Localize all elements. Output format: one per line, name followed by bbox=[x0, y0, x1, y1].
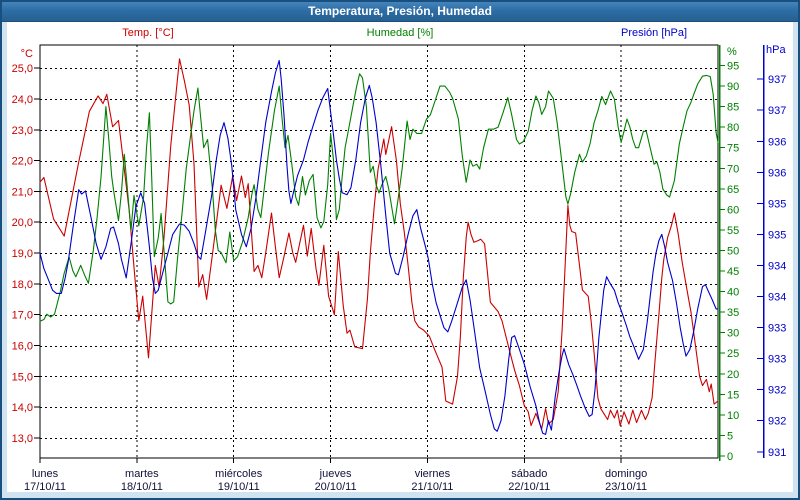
title-bar: Temperatura, Presión, Humedad bbox=[2, 2, 798, 22]
svg-text:15: 15 bbox=[727, 389, 739, 401]
svg-text:24,0: 24,0 bbox=[12, 94, 33, 106]
legend-pressure: Presión [hPa] bbox=[620, 27, 688, 39]
humidity-axis-unit: % bbox=[727, 46, 737, 58]
svg-text:937: 937 bbox=[768, 105, 786, 117]
gridlines bbox=[40, 45, 718, 458]
svg-text:22/10/11: 22/10/11 bbox=[508, 481, 550, 493]
svg-text:domingo: domingo bbox=[605, 468, 647, 480]
svg-text:17,0: 17,0 bbox=[12, 310, 33, 322]
svg-text:18/10/11: 18/10/11 bbox=[121, 481, 163, 493]
svg-text:933: 933 bbox=[768, 354, 786, 366]
temperature-axis-unit: °C bbox=[21, 48, 33, 60]
svg-text:21,0: 21,0 bbox=[12, 186, 33, 198]
svg-text:25,0: 25,0 bbox=[12, 63, 33, 75]
svg-text:19,0: 19,0 bbox=[12, 248, 33, 260]
svg-text:21/10/11: 21/10/11 bbox=[411, 481, 453, 493]
svg-text:937: 937 bbox=[768, 74, 786, 86]
svg-text:18,0: 18,0 bbox=[12, 279, 33, 291]
pressure-series-line bbox=[39, 59, 719, 435]
temperature-axis: 25,0 24,0 23,0 22,0 21,0 20,0 19,0 18,0 17,0 16,0… bbox=[12, 48, 40, 445]
svg-text:932: 932 bbox=[768, 416, 786, 428]
svg-text:933: 933 bbox=[768, 323, 786, 335]
svg-text:95: 95 bbox=[727, 61, 739, 73]
svg-text:85: 85 bbox=[727, 102, 739, 114]
svg-text:20/10/11: 20/10/11 bbox=[315, 481, 357, 493]
svg-text:martes: martes bbox=[125, 468, 159, 480]
svg-text:20: 20 bbox=[727, 369, 739, 381]
svg-text:jueves: jueves bbox=[319, 468, 352, 480]
pressure-axis: 937 937 936 936 935 935 934 934 933 933 932 932 931 h… bbox=[757, 44, 786, 459]
legend-temperature: Temp. [°C] bbox=[122, 27, 174, 39]
svg-text:35: 35 bbox=[727, 307, 739, 319]
svg-text:22,0: 22,0 bbox=[12, 156, 33, 168]
svg-text:70: 70 bbox=[727, 163, 739, 175]
svg-text:30: 30 bbox=[727, 328, 739, 340]
svg-text:50: 50 bbox=[727, 245, 739, 257]
svg-text:40: 40 bbox=[727, 287, 739, 299]
svg-text:931: 931 bbox=[768, 447, 786, 459]
svg-text:17/10/11: 17/10/11 bbox=[24, 481, 66, 493]
svg-text:5: 5 bbox=[727, 430, 733, 442]
svg-text:lunes: lunes bbox=[32, 468, 59, 480]
svg-text:60: 60 bbox=[727, 204, 739, 216]
svg-text:75: 75 bbox=[727, 143, 739, 155]
svg-text:936: 936 bbox=[768, 167, 786, 179]
svg-text:13,0: 13,0 bbox=[12, 433, 33, 445]
svg-text:936: 936 bbox=[768, 136, 786, 148]
svg-text:45: 45 bbox=[727, 266, 739, 278]
svg-text:0: 0 bbox=[727, 451, 733, 463]
svg-text:10: 10 bbox=[727, 410, 739, 422]
svg-text:viernes: viernes bbox=[415, 468, 451, 480]
svg-text:miércoles: miércoles bbox=[215, 468, 263, 480]
svg-text:932: 932 bbox=[768, 385, 786, 397]
legend-humidity: Humedad [%] bbox=[366, 27, 434, 39]
svg-text:935: 935 bbox=[768, 229, 786, 241]
svg-text:15,0: 15,0 bbox=[12, 371, 33, 383]
svg-text:19/10/11: 19/10/11 bbox=[218, 481, 260, 493]
window-title: Temperatura, Presión, Humedad bbox=[308, 4, 492, 18]
svg-text:sábado: sábado bbox=[511, 468, 547, 480]
svg-text:16,0: 16,0 bbox=[12, 341, 33, 353]
svg-text:90: 90 bbox=[727, 81, 739, 93]
svg-text:14,0: 14,0 bbox=[12, 402, 33, 414]
pressure-axis-unit: hPa bbox=[766, 44, 786, 56]
svg-text:80: 80 bbox=[727, 122, 739, 134]
svg-text:23/10/11: 23/10/11 bbox=[605, 481, 647, 493]
svg-text:25: 25 bbox=[727, 348, 739, 360]
svg-text:935: 935 bbox=[768, 198, 786, 210]
svg-text:20,0: 20,0 bbox=[12, 217, 33, 229]
svg-text:65: 65 bbox=[727, 184, 739, 196]
plot-border bbox=[39, 44, 719, 459]
svg-text:23,0: 23,0 bbox=[12, 125, 33, 137]
svg-text:934: 934 bbox=[768, 260, 786, 272]
humidity-series-line bbox=[39, 73, 719, 322]
svg-text:934: 934 bbox=[768, 292, 786, 304]
svg-text:55: 55 bbox=[727, 225, 739, 237]
temperature-series-line bbox=[39, 58, 719, 430]
